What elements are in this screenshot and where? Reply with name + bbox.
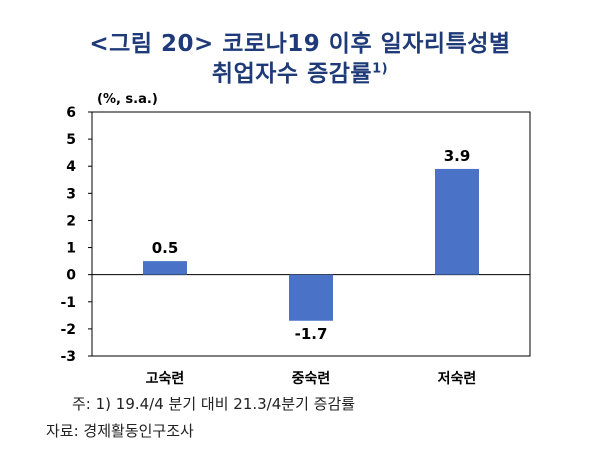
y-tick-label: -1	[60, 295, 76, 311]
y-tick-label: -3	[60, 349, 76, 365]
footnote-mark: 1)	[372, 61, 389, 77]
bar-2	[289, 274, 333, 321]
bar-1	[143, 261, 187, 275]
y-axis-ticks: -3 -2 -1 0 1 2 3 4 5 6	[60, 105, 92, 365]
plot-frame	[91, 111, 531, 357]
value-label-3: 3.9	[444, 147, 471, 165]
y-tick-label: 3	[66, 186, 76, 202]
chart-title-line2: 취업자수 증감률1)	[0, 54, 600, 88]
chart-title-line1: <그림 20> 코로나19 이후 일자리특성별	[0, 24, 600, 58]
bar-3	[435, 168, 479, 275]
y-tick-label: 1	[66, 241, 76, 257]
y-tick-label: 4	[66, 159, 76, 175]
y-tick-label: 2	[66, 213, 76, 229]
source-note: 자료: 경제활동인구조사	[46, 422, 194, 440]
value-label-2: -1.7	[295, 325, 328, 343]
value-label-1: 0.5	[152, 239, 179, 257]
y-tick-label: -2	[60, 322, 76, 338]
footnote: 주: 1) 19.4/4 분기 대비 21.3/4분기 증감률	[72, 395, 356, 413]
title-text-2: 취업자수 증감률	[211, 61, 373, 87]
y-tick-label: 5	[66, 132, 76, 148]
unit-label: (%, s.a.)	[97, 92, 158, 107]
x-tick-label-1: 고숙련	[146, 370, 185, 387]
x-tick-label-2: 중숙련	[292, 370, 331, 387]
y-tick-label: 6	[66, 105, 76, 121]
x-tick-label-3: 저숙련	[438, 370, 477, 387]
y-tick-label: 0	[66, 268, 76, 284]
title-text-1: <그림 20> 코로나19 이후 일자리특성별	[89, 31, 511, 57]
value-labels: 0.5 -1.7 3.9	[152, 147, 471, 343]
x-axis-labels: 고숙련 중숙련 저숙련	[146, 370, 477, 387]
bars	[143, 168, 479, 321]
